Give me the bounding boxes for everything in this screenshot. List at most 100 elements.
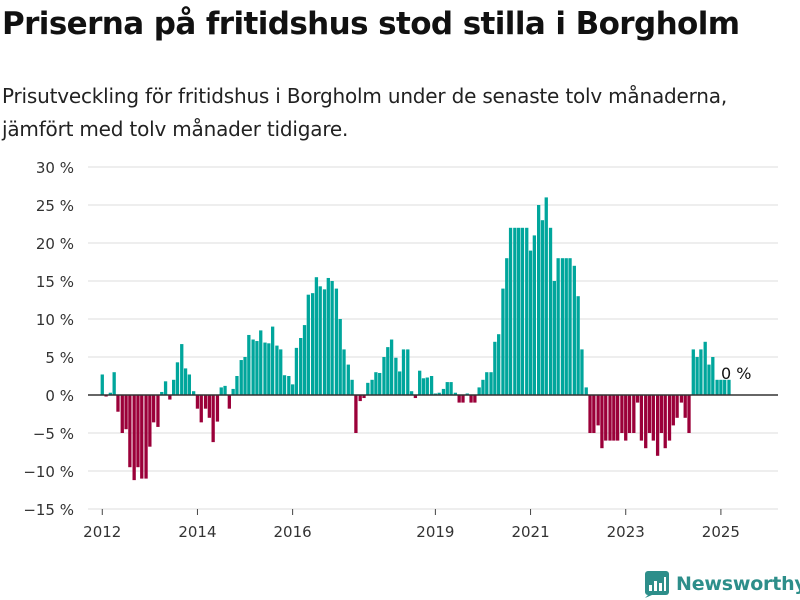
bar xyxy=(632,395,636,433)
bar xyxy=(457,395,461,403)
annotations: 0 % xyxy=(721,364,751,383)
bar xyxy=(263,342,267,395)
bar xyxy=(215,395,220,422)
bar xyxy=(219,387,223,395)
bar xyxy=(588,395,592,433)
bar xyxy=(374,372,378,395)
bar xyxy=(560,258,565,395)
bar xyxy=(453,392,458,395)
bar xyxy=(540,220,545,395)
bar xyxy=(576,296,580,395)
x-tick-label: 2016 xyxy=(274,523,312,541)
bar xyxy=(675,395,679,418)
bar xyxy=(152,395,156,423)
y-tick-label: 20 % xyxy=(36,235,74,253)
bar xyxy=(679,395,684,403)
bar xyxy=(635,395,640,403)
bar xyxy=(211,395,215,443)
bar xyxy=(659,395,664,433)
bar xyxy=(290,384,295,395)
bar xyxy=(156,395,160,427)
bar xyxy=(469,395,473,403)
bar xyxy=(449,382,453,395)
bar xyxy=(556,258,560,395)
chart-subtitle: Prisutveckling för fritidshus i Borgholm… xyxy=(2,84,727,141)
bar xyxy=(389,339,394,395)
bar xyxy=(620,395,624,433)
bar xyxy=(473,395,477,403)
bar xyxy=(687,395,691,433)
bar xyxy=(398,371,402,395)
bar xyxy=(239,360,243,395)
bar xyxy=(306,294,310,395)
bar xyxy=(615,395,620,441)
bar xyxy=(600,395,604,449)
bar xyxy=(437,392,441,395)
bar xyxy=(326,277,330,395)
bar xyxy=(183,368,188,395)
bar xyxy=(342,349,346,395)
y-axis-tick-labels: 30 % 25 % 20 % 15 % 10 % 5 % 0 % −5 % −10 % −15 % xyxy=(23,159,74,519)
x-tick-label: 2012 xyxy=(83,523,121,541)
bar xyxy=(330,281,334,395)
x-tick-label: 2019 xyxy=(416,523,454,541)
bar xyxy=(175,362,180,395)
bar xyxy=(568,258,572,395)
bar xyxy=(517,227,521,395)
bar xyxy=(120,395,124,433)
bar xyxy=(651,395,655,441)
bar xyxy=(310,293,315,395)
bar xyxy=(382,357,386,395)
bar xyxy=(592,395,596,433)
bar xyxy=(699,349,703,395)
bar xyxy=(501,288,505,395)
bar xyxy=(723,379,727,395)
y-tick-label: 30 % xyxy=(36,159,74,177)
bar xyxy=(294,347,299,395)
bar xyxy=(505,258,509,395)
bar xyxy=(318,286,322,395)
bar xyxy=(243,357,247,395)
bar xyxy=(346,364,350,395)
bar xyxy=(251,339,255,395)
bar xyxy=(489,372,493,395)
bar xyxy=(715,379,719,395)
bar xyxy=(191,391,196,395)
x-axis-tick-labels: 2012 2014 2016 2019 2021 2023 2025 xyxy=(83,509,740,541)
bar xyxy=(338,319,342,395)
bar xyxy=(639,395,644,441)
bar xyxy=(513,227,517,395)
bar xyxy=(644,395,648,449)
bar xyxy=(223,385,227,395)
bar xyxy=(203,395,208,409)
bar xyxy=(584,387,588,395)
bar xyxy=(647,395,652,433)
bar xyxy=(112,372,116,395)
bar xyxy=(445,382,449,395)
bar xyxy=(433,393,438,395)
x-tick-label: 2014 xyxy=(178,523,216,541)
newsworthy-logo-text: Newsworthy xyxy=(676,573,800,595)
bar xyxy=(719,379,723,395)
bar xyxy=(663,395,667,449)
y-tick-label: −15 % xyxy=(23,501,74,519)
y-tick-label: 0 % xyxy=(45,387,74,405)
bar xyxy=(282,375,287,395)
bar xyxy=(199,395,203,423)
bar xyxy=(727,379,731,395)
bar xyxy=(711,357,715,395)
bar xyxy=(255,341,259,395)
bar xyxy=(160,391,164,395)
x-tick-label: 2023 xyxy=(607,523,645,541)
bar xyxy=(334,288,339,395)
bar xyxy=(655,395,660,456)
bar xyxy=(279,349,283,395)
bar xyxy=(413,395,418,399)
newsworthy-logo: Newsworthy xyxy=(645,569,800,599)
bar xyxy=(302,325,307,395)
end-value-label: 0 % xyxy=(721,364,751,383)
bar xyxy=(378,372,382,395)
bar-series xyxy=(100,197,731,481)
bar xyxy=(100,374,104,395)
